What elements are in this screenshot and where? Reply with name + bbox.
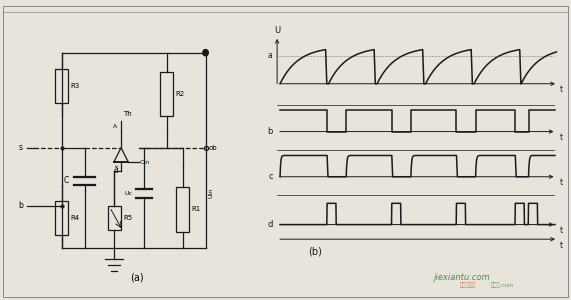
Text: 电子发烧友: 电子发烧友 [460, 282, 476, 288]
Text: t: t [560, 85, 562, 94]
Text: Cin: Cin [140, 160, 150, 165]
Text: R4: R4 [71, 215, 80, 221]
Text: t: t [560, 241, 562, 250]
Bar [55, 68, 68, 104]
Text: b: b [18, 201, 23, 210]
Bar [55, 200, 68, 236]
Text: Th: Th [123, 111, 132, 117]
Text: R1: R1 [192, 206, 201, 212]
Text: t: t [560, 226, 562, 235]
Text: d: d [113, 169, 118, 175]
Text: U: U [274, 26, 280, 34]
Text: Uc: Uc [124, 190, 132, 196]
Text: R3: R3 [71, 83, 80, 89]
Text: t: t [560, 133, 562, 142]
Text: s: s [19, 143, 23, 152]
Text: 捷饯图.com: 捷饯图.com [491, 282, 514, 288]
Text: (a): (a) [130, 272, 144, 282]
Circle shape [203, 50, 208, 56]
Text: c: c [268, 172, 273, 181]
Text: d: d [267, 220, 273, 229]
Text: a: a [268, 51, 273, 60]
Text: t: t [560, 178, 562, 187]
Text: C: C [63, 176, 69, 185]
Text: (b): (b) [308, 247, 322, 256]
Text: A: A [114, 124, 118, 129]
Text: b: b [267, 127, 273, 136]
Text: ob: ob [209, 145, 218, 151]
Text: R5: R5 [123, 215, 132, 221]
Text: Uin: Uin [209, 188, 214, 198]
Bar [108, 206, 120, 230]
Bar [176, 187, 189, 232]
Text: k: k [114, 165, 118, 170]
Bar [160, 73, 173, 116]
Text: R2: R2 [176, 91, 185, 97]
Text: jiexiantu.com: jiexiantu.com [434, 273, 490, 282]
